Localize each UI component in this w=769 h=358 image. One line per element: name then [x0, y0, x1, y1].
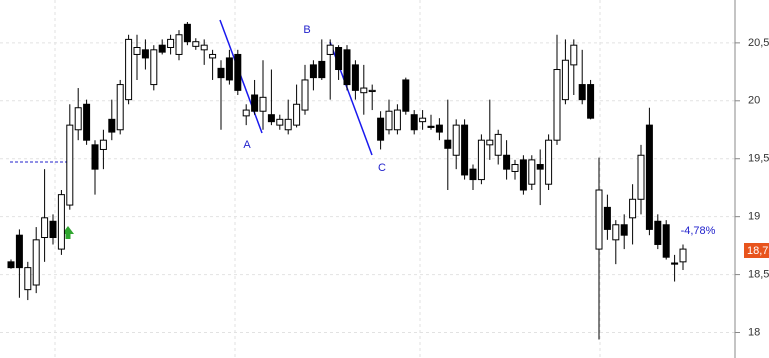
candle-body [158, 44, 166, 53]
candle-body [7, 261, 15, 269]
candle-body [141, 49, 149, 59]
last-price-label: 18,72 [747, 245, 769, 257]
candle-body [116, 84, 124, 131]
candle-body [267, 114, 275, 123]
candle-body [570, 44, 578, 66]
candle-body [200, 44, 208, 51]
candle-body [469, 168, 477, 181]
candle-body [427, 125, 435, 128]
candle-body [83, 103, 91, 141]
candle-body [133, 47, 141, 55]
candle-body [519, 159, 527, 191]
y-tick-label: 19,5 [748, 153, 769, 165]
candle-body [645, 124, 653, 230]
annotation-label: C [378, 162, 386, 174]
candle-body [377, 117, 385, 141]
y-tick-label: 20 [748, 95, 760, 107]
candle-body [242, 109, 250, 117]
candle-body [528, 159, 536, 185]
candle-body [671, 262, 679, 265]
candle-body [620, 224, 628, 236]
candle-body [41, 217, 49, 239]
y-tick-label: 18 [748, 326, 760, 338]
candle-body [15, 234, 23, 269]
candle-body [318, 60, 326, 79]
candle-body [57, 194, 65, 250]
candle-body [99, 139, 107, 150]
candle-body [183, 23, 191, 43]
candle-body [461, 124, 469, 176]
candle-body [545, 139, 553, 185]
candle-body [595, 189, 603, 250]
candle-body [612, 224, 620, 241]
candle-body [343, 49, 351, 86]
y-tick-label: 19 [748, 211, 760, 223]
candle-body [444, 139, 452, 149]
candle-body [217, 67, 225, 79]
candle-body [125, 38, 133, 101]
candle-body [32, 239, 40, 286]
candle-body [494, 133, 502, 156]
candle-body [503, 154, 511, 170]
candle-body [251, 94, 259, 112]
last-price-box [744, 243, 769, 258]
candle-body [536, 164, 544, 170]
candle-body [637, 154, 645, 200]
candle-body [419, 117, 427, 123]
candle-body [225, 57, 233, 81]
candle-body [402, 79, 410, 112]
candle-body [284, 118, 292, 131]
candle-body [587, 84, 595, 119]
candle-body [368, 89, 376, 93]
buy-arrow [62, 226, 74, 239]
candle-body [192, 41, 200, 47]
candle-body [385, 110, 393, 131]
candle-body [578, 84, 586, 101]
candle-body [175, 34, 183, 55]
candle-body [410, 114, 418, 131]
candle-body [351, 64, 359, 91]
candle-body [91, 144, 99, 170]
candle-body [234, 53, 242, 91]
candle-body [654, 220, 662, 245]
candle-body [393, 109, 401, 131]
candle-body [108, 118, 116, 133]
candle-body [150, 49, 158, 86]
y-tick-label: 18,5 [748, 268, 769, 280]
annotation-label: A [243, 139, 251, 151]
candle-body [553, 69, 561, 141]
candle-body [276, 118, 284, 126]
candle-body [66, 124, 74, 206]
candle-body [301, 79, 309, 111]
candle-body [452, 124, 460, 156]
candle-body [662, 224, 670, 258]
candle-body [326, 44, 334, 55]
candle-body [435, 124, 443, 133]
candle-body [679, 248, 687, 263]
candle-body [209, 53, 217, 59]
candle-body [167, 38, 175, 49]
candle-body [629, 198, 637, 219]
candle-body [74, 107, 82, 131]
candle-body [561, 59, 569, 101]
candle-body [24, 267, 32, 291]
candle-body [603, 206, 611, 230]
candle-body [259, 96, 267, 112]
change-label: -4,78% [681, 225, 716, 237]
candle-body [49, 220, 57, 239]
candle-body [309, 64, 317, 79]
candle-body [477, 139, 485, 181]
y-tick-label: 20,5 [748, 37, 769, 49]
candle-body [360, 87, 368, 94]
candle-body [511, 164, 519, 172]
candle-body [335, 47, 343, 71]
candle-body [293, 103, 301, 126]
candle-body [486, 139, 494, 146]
annotation-label: B [303, 24, 310, 36]
